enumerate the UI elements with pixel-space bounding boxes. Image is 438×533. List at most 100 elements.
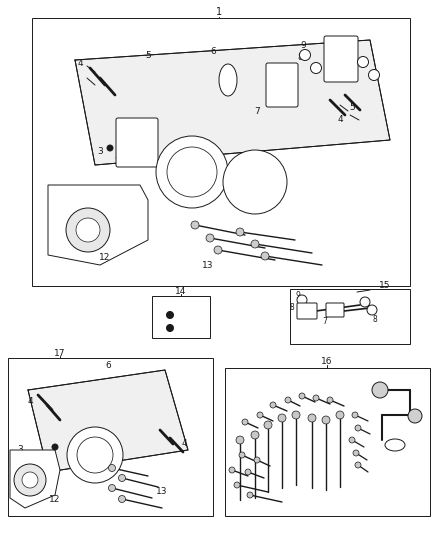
Text: 8: 8 [373, 316, 378, 325]
Circle shape [66, 208, 110, 252]
Circle shape [299, 393, 305, 399]
Text: 3: 3 [97, 148, 103, 157]
Text: 6: 6 [105, 360, 111, 369]
Circle shape [166, 311, 173, 319]
Circle shape [166, 325, 173, 332]
Text: 4: 4 [77, 59, 83, 68]
Circle shape [322, 416, 330, 424]
Text: 8: 8 [297, 53, 303, 62]
Circle shape [270, 402, 276, 408]
Circle shape [247, 492, 253, 498]
Text: 10: 10 [184, 163, 196, 172]
Text: 10: 10 [104, 445, 116, 454]
Circle shape [357, 56, 368, 68]
Circle shape [278, 414, 286, 422]
Circle shape [285, 397, 291, 403]
FancyBboxPatch shape [116, 118, 158, 167]
Ellipse shape [219, 64, 237, 96]
Circle shape [372, 382, 388, 398]
Circle shape [229, 467, 235, 473]
Circle shape [214, 246, 222, 254]
Bar [290, 289, 410, 344]
Circle shape [242, 419, 248, 425]
Circle shape [311, 62, 321, 74]
Circle shape [119, 496, 126, 503]
Circle shape [109, 464, 116, 472]
Text: 7: 7 [322, 317, 328, 326]
Text: 7: 7 [254, 108, 260, 117]
Bar [32, 18, 410, 286]
Circle shape [206, 234, 214, 242]
Text: 15: 15 [379, 280, 391, 289]
Circle shape [257, 412, 263, 418]
Text: 13: 13 [202, 261, 214, 270]
Polygon shape [75, 40, 390, 165]
Text: 16: 16 [321, 358, 333, 367]
Text: 9: 9 [300, 41, 306, 50]
Circle shape [254, 457, 260, 463]
Circle shape [236, 436, 244, 444]
Circle shape [156, 136, 228, 208]
Circle shape [300, 50, 311, 61]
Circle shape [52, 444, 58, 450]
Text: 3: 3 [17, 446, 23, 455]
Circle shape [308, 414, 316, 422]
FancyBboxPatch shape [326, 303, 344, 317]
Circle shape [360, 297, 370, 307]
Circle shape [349, 437, 355, 443]
Circle shape [119, 474, 126, 481]
Circle shape [107, 145, 113, 151]
Text: 8: 8 [350, 66, 356, 75]
Bar [152, 296, 210, 338]
Circle shape [355, 462, 361, 468]
Text: 9: 9 [296, 290, 300, 300]
Circle shape [67, 427, 123, 483]
Circle shape [336, 411, 344, 419]
Circle shape [22, 472, 38, 488]
Polygon shape [48, 185, 148, 265]
Text: 14: 14 [175, 287, 187, 295]
FancyBboxPatch shape [324, 36, 358, 82]
FancyBboxPatch shape [266, 63, 298, 107]
Circle shape [292, 411, 300, 419]
Circle shape [239, 452, 245, 458]
Circle shape [223, 150, 287, 214]
Circle shape [264, 421, 272, 429]
Circle shape [352, 412, 358, 418]
Text: 1: 1 [216, 7, 222, 17]
Circle shape [327, 397, 333, 403]
Text: 12: 12 [99, 253, 111, 262]
Text: 4: 4 [181, 439, 187, 448]
Circle shape [251, 240, 259, 248]
Ellipse shape [385, 439, 405, 451]
Text: 2: 2 [35, 450, 41, 459]
Circle shape [305, 305, 315, 315]
Circle shape [297, 295, 307, 305]
Text: 13: 13 [156, 488, 168, 497]
Text: 2: 2 [114, 157, 120, 166]
Text: 4: 4 [337, 116, 343, 125]
Circle shape [368, 69, 379, 80]
Circle shape [191, 221, 199, 229]
Text: 5: 5 [145, 51, 151, 60]
Circle shape [109, 484, 116, 491]
Circle shape [77, 437, 113, 473]
Text: 8: 8 [290, 303, 294, 311]
Circle shape [355, 425, 361, 431]
Circle shape [167, 147, 217, 197]
Bar [225, 368, 430, 516]
Text: 17: 17 [54, 349, 66, 358]
Text: 4: 4 [27, 398, 33, 407]
Circle shape [367, 305, 377, 315]
Circle shape [353, 450, 359, 456]
Circle shape [236, 228, 244, 236]
Polygon shape [10, 450, 60, 508]
Circle shape [76, 218, 100, 242]
Circle shape [313, 395, 319, 401]
Circle shape [408, 409, 422, 423]
Polygon shape [28, 370, 188, 472]
Bar [8, 358, 213, 516]
Text: 6: 6 [210, 47, 216, 56]
FancyBboxPatch shape [297, 303, 317, 319]
Circle shape [234, 482, 240, 488]
